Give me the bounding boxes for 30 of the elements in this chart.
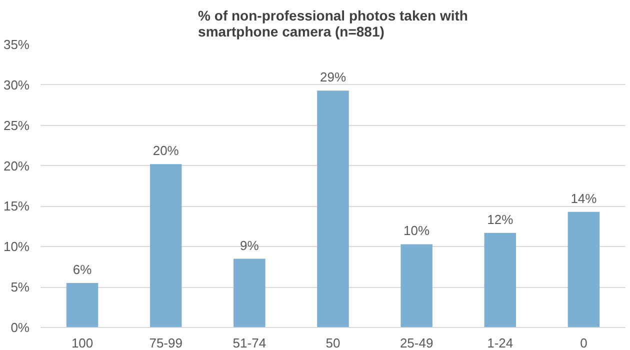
x-tick-label: 75-99	[149, 336, 182, 350]
y-tick-label: 35%	[3, 37, 30, 52]
y-tick-label: 25%	[3, 118, 30, 133]
bar	[234, 258, 266, 328]
data-label: 14%	[570, 190, 598, 206]
y-tick-label: 15%	[3, 198, 30, 214]
bar	[150, 164, 182, 328]
data-label: 29%	[320, 70, 346, 85]
data-label: 6%	[72, 262, 92, 278]
x-tick-label: 51-74	[232, 336, 266, 350]
data-label: 20%	[152, 143, 180, 158]
bar	[317, 90, 349, 328]
bar	[568, 212, 600, 328]
x-tick-label: 50	[326, 336, 340, 350]
x-tick-label: 1-24	[487, 336, 514, 350]
bar	[400, 244, 432, 328]
data-label: 12%	[487, 212, 514, 227]
y-tick-label: 20%	[3, 158, 30, 174]
bar	[484, 232, 516, 328]
chart-title: % of non-professional photos taken with smartphone camera (n=881)	[198, 8, 468, 40]
y-tick-label: 5%	[10, 280, 30, 295]
y-tick-label: 10%	[3, 239, 30, 254]
x-tick-label: 25-49	[400, 336, 434, 350]
x-tick-label: 0	[580, 336, 588, 350]
data-label: 10%	[404, 223, 430, 238]
y-tick-label: 30%	[3, 77, 30, 92]
bar	[66, 283, 98, 328]
y-tick-label: 0%	[10, 320, 30, 335]
x-tick-label: 100	[71, 336, 94, 350]
data-label: 9%	[240, 238, 260, 253]
